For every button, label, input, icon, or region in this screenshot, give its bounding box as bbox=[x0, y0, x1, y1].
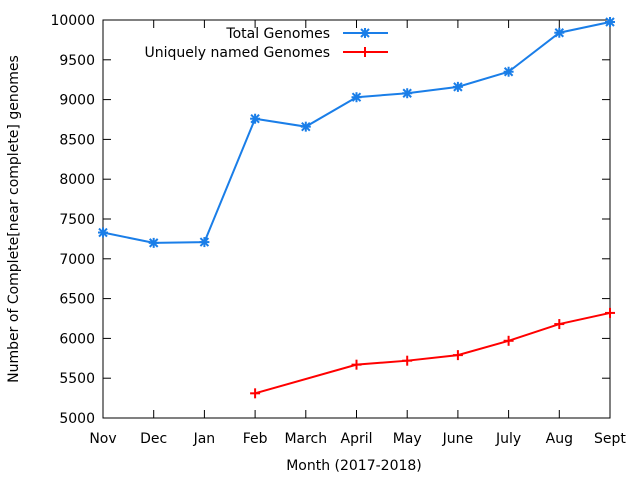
x-tick-label: May bbox=[393, 431, 422, 447]
y-tick-label: 7000 bbox=[59, 252, 95, 268]
y-tick-label: 6500 bbox=[59, 292, 95, 308]
y-axis-label: Number of Complete[near complete] genome… bbox=[6, 55, 22, 383]
data-point bbox=[148, 238, 159, 248]
y-tick-label: 8500 bbox=[59, 132, 95, 148]
x-tick-label: Jan bbox=[193, 431, 216, 447]
y-tick-label: 5000 bbox=[59, 411, 95, 427]
x-axis-label: Month (2017-2018) bbox=[286, 458, 422, 474]
data-point bbox=[554, 28, 565, 38]
data-point bbox=[503, 67, 514, 77]
y-tick-label: 9000 bbox=[59, 93, 95, 109]
y-tick-label: 7500 bbox=[59, 212, 95, 228]
x-tick-label: Dec bbox=[140, 431, 167, 447]
x-tick-label: June bbox=[442, 431, 474, 447]
data-point bbox=[98, 227, 108, 238]
legend-marker bbox=[360, 28, 370, 38]
data-point bbox=[250, 113, 260, 124]
data-point bbox=[199, 237, 210, 247]
plot-frame bbox=[102, 19, 611, 419]
legend-label: Uniquely named Genomes bbox=[145, 45, 331, 61]
y-tick-label: 8000 bbox=[59, 172, 95, 188]
data-point bbox=[605, 17, 615, 27]
x-tick-label: Sept bbox=[594, 431, 626, 447]
y-tick-label: 6000 bbox=[59, 331, 95, 347]
x-tick-label: Nov bbox=[89, 431, 116, 447]
data-point bbox=[351, 92, 362, 102]
x-tick-label: Feb bbox=[243, 431, 268, 447]
legend-label: Total Genomes bbox=[225, 26, 330, 42]
data-point bbox=[402, 88, 412, 98]
y-tick-label: 10000 bbox=[50, 13, 95, 29]
data-point bbox=[453, 82, 463, 92]
data-point bbox=[301, 121, 311, 132]
y-tick-label: 9500 bbox=[59, 53, 95, 69]
x-tick-label: April bbox=[341, 431, 373, 447]
y-tick-label: 5500 bbox=[59, 371, 95, 387]
x-tick-label: March bbox=[284, 431, 327, 447]
x-tick-label: Aug bbox=[546, 431, 573, 447]
x-tick-label: July bbox=[495, 431, 521, 447]
